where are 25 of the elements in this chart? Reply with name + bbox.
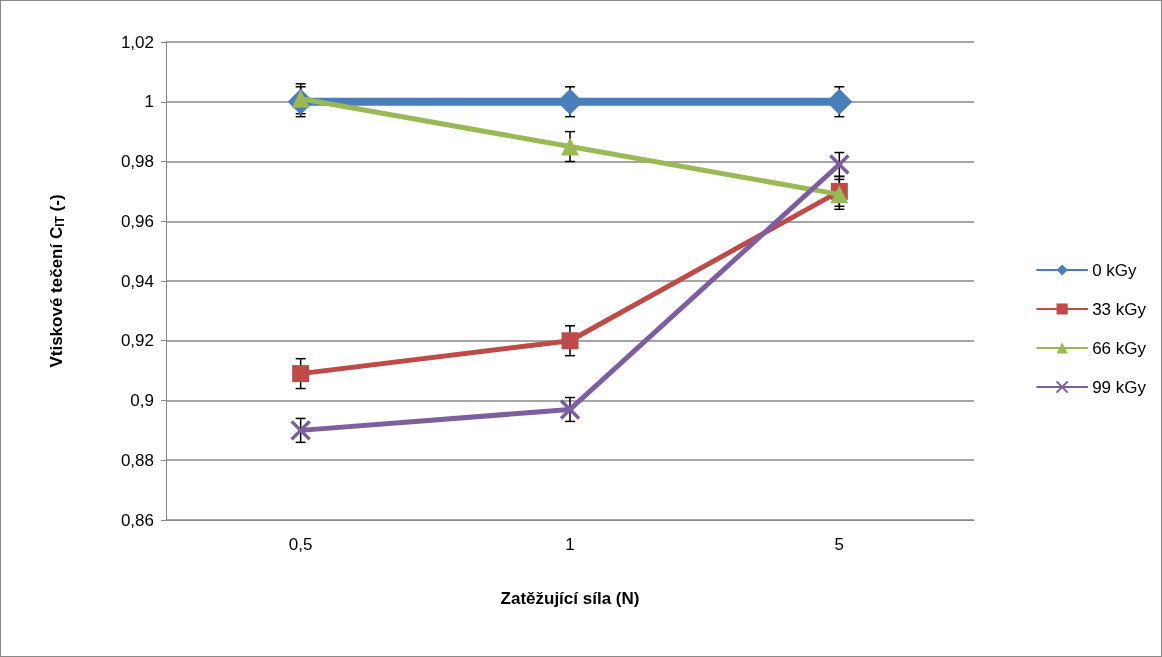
- point: [292, 365, 310, 383]
- x-axis-title: Zatěžující síla (N): [500, 589, 640, 608]
- point: [557, 88, 583, 115]
- point: [289, 419, 312, 442]
- point: [561, 137, 579, 156]
- y-tick-label: 0,88: [120, 450, 154, 470]
- y-tick-label: 0,94: [120, 271, 154, 291]
- y-tick-label: 0,96: [120, 211, 154, 231]
- y-tick-label: 1: [144, 92, 154, 112]
- legend-label: 66 kGy: [1092, 338, 1147, 358]
- point: [561, 332, 579, 350]
- legend-label: 0 kGy: [1092, 260, 1138, 280]
- x-tick-label: 0,5: [288, 535, 313, 554]
- y-tick-label: 0,9: [130, 391, 154, 410]
- x-tick-label: 1: [565, 535, 575, 554]
- point: [830, 185, 849, 204]
- y-tick-label: 1,02: [120, 32, 154, 52]
- y-tick-label: 0,92: [120, 331, 154, 351]
- y-axis-title: Vtiskové tečení CIT (-): [46, 194, 67, 368]
- point: [559, 398, 581, 421]
- x-tick-label: 5: [834, 535, 845, 554]
- legend-label: 99 kGy: [1092, 377, 1147, 397]
- y-tick-label: 0,98: [120, 152, 154, 171]
- legend-label: 33 kGy: [1092, 299, 1147, 319]
- y-tick-label: 0,86: [120, 510, 154, 530]
